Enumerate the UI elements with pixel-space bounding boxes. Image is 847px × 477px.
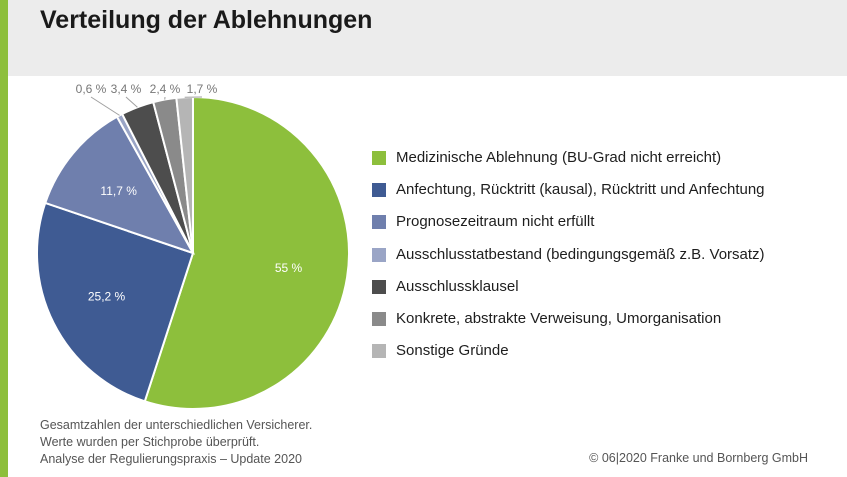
pie-value-label-sonstige-gruende: 1,7 % — [187, 82, 218, 96]
legend-swatch — [372, 279, 386, 294]
legend-item-anfechtung-ruecktritt-kausal-ruecktritt-: Anfechtung, Rücktritt (kausal), Rücktrit… — [372, 178, 765, 210]
legend-swatch — [372, 151, 386, 165]
chart-legend: Medizinische Ablehnung (BU-Grad nicht er… — [372, 146, 765, 371]
footnote: Gesamtzahlen der unterschiedlichen Versi… — [40, 417, 312, 468]
legend-item-prognosezeitraum-nicht-erfuellt: Prognosezeitraum nicht erfüllt — [372, 210, 765, 242]
legend-label: Medizinische Ablehnung (BU-Grad nicht er… — [396, 149, 722, 166]
legend-item-sonstige-gruende: Sonstige Gründe — [372, 339, 765, 371]
pie-value-label-medizinische-ablehnung-bu-grad-nicht-err: 55 % — [275, 261, 303, 275]
legend-label: Ausschlusstatbestand (bedingungsgemäß z.… — [396, 245, 765, 263]
legend-swatch — [372, 215, 386, 230]
footnote-line-3: Analyse der Regulierungspraxis – Update … — [40, 452, 302, 466]
legend-label: Konkrete, abstrakte Verweisung, Umorgani… — [396, 309, 722, 327]
pie-chart: 55 % 25,2 % 11,7 % 0,6 % 3,4 % 2,4 % 1,7 % — [36, 82, 350, 410]
legend-label: Sonstige Gründe — [396, 342, 509, 360]
pie-value-label-ausschlussklausel: 3,4 % — [111, 82, 142, 96]
pie-value-labels: 55 % 25,2 % 11,7 % 0,6 % 3,4 % 2,4 % 1,7 % — [76, 82, 303, 303]
legend-swatch — [372, 247, 386, 262]
pie-leader-lines — [90, 96, 203, 116]
legend-item-konkrete-abstrakte-verweisung-umorganisa: Konkrete, abstrakte Verweisung, Umorgani… — [372, 307, 765, 339]
accent-bar — [0, 0, 8, 477]
pie-leader-line-ausschlusstatbestand-bedingungsgemaess-z — [90, 96, 120, 116]
footnote-line-1: Gesamtzahlen der unterschiedlichen Versi… — [40, 418, 313, 432]
pie-slice-medizinische-ablehnung-bu-grad-nicht-err — [143, 95, 350, 410]
pie-slices — [36, 95, 350, 410]
header-band — [8, 0, 847, 76]
pie-leader-line-ausschlussklausel — [125, 96, 138, 108]
legend-item-medizinische-ablehnung-bu-grad-nicht-err: Medizinische Ablehnung (BU-Grad nicht er… — [372, 146, 765, 178]
legend-swatch — [372, 183, 386, 198]
pie-slice-anfechtung-ruecktritt-kausal-ruecktritt- — [36, 201, 195, 403]
legend-swatch — [372, 344, 386, 359]
legend-item-ausschlussklausel: Ausschlussklausel — [372, 275, 765, 307]
copyright-notice: © 06|2020 Franke und Bornberg GmbH — [589, 451, 808, 465]
pie-slice-prognosezeitraum-nicht-erfuellt — [43, 115, 196, 255]
legend-label: Ausschlussklausel — [396, 277, 519, 295]
legend-swatch — [372, 311, 386, 326]
legend-item-ausschlusstatbestand-bedingungsgemaess-z: Ausschlusstatbestand (bedingungsgemäß z.… — [372, 243, 765, 275]
legend-label: Prognosezeitraum nicht erfüllt — [396, 213, 595, 231]
pie-value-label-konkrete-abstrakte-verweisung-umorganisa: 2,4 % — [150, 82, 181, 96]
legend-label: Anfechtung, Rücktritt (kausal), Rücktrit… — [396, 181, 765, 199]
pie-value-label-anfechtung-ruecktritt-kausal-ruecktritt-: 25,2 % — [88, 289, 126, 303]
footnote-line-2: Werte wurden per Stichprobe überprüft. — [40, 435, 260, 449]
chart-title: Verteilung der Ablehnungen — [40, 6, 373, 34]
pie-value-label-ausschlusstatbestand-bedingungsgemaess-z: 0,6 % — [76, 82, 107, 96]
pie-value-label-prognosezeitraum-nicht-erfuellt: 11,7 % — [100, 184, 137, 198]
